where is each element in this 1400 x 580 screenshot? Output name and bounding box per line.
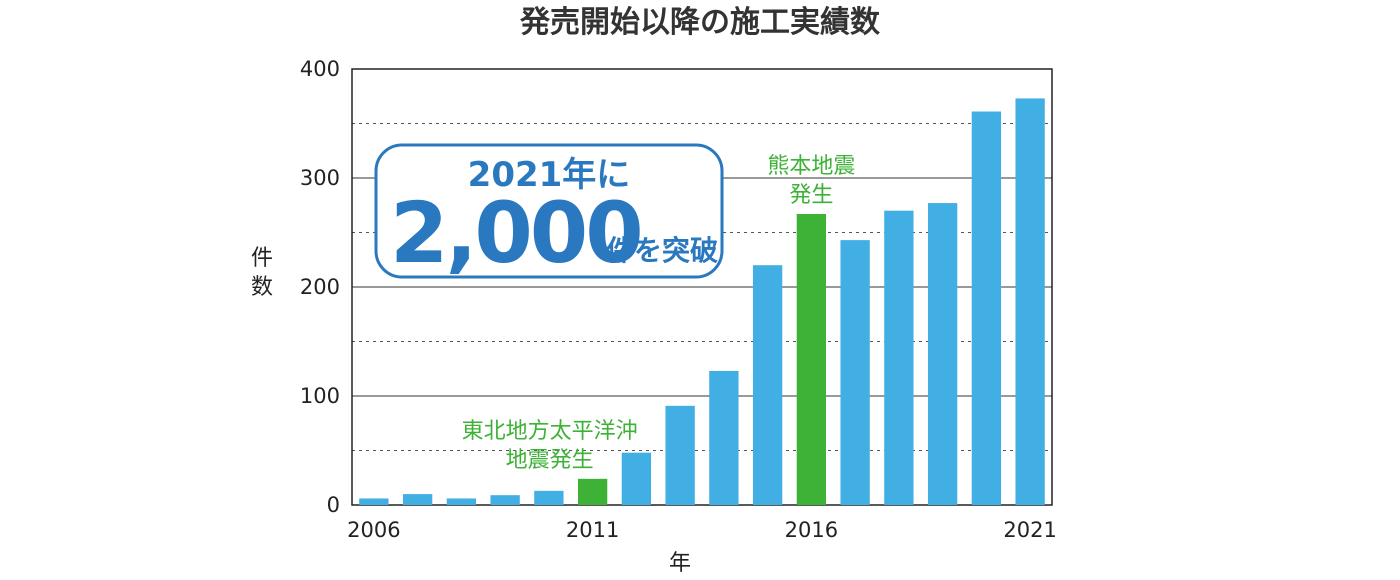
chart-title: 発売開始以降の施工実績数	[519, 5, 881, 40]
callout-line1: 2021年に	[468, 155, 631, 195]
annotation-2016-line-1: 熊本地震	[767, 154, 855, 179]
bar-2012	[621, 452, 652, 505]
x-axis-label: 年	[669, 551, 691, 576]
bar-2007	[402, 494, 433, 505]
bar-2009	[490, 495, 520, 505]
bar-2013	[665, 405, 695, 505]
callout-box: 2021年に 2,000 件を突破	[374, 143, 724, 282]
bar-2008	[446, 498, 477, 505]
bar-2019	[927, 203, 958, 505]
bar-2020	[971, 111, 1002, 505]
y-axis-label-part-2: 数	[251, 275, 273, 300]
y-tick-400: 400	[300, 57, 340, 81]
x-tick-2006: 2006	[347, 518, 400, 542]
annotation-2011-line-1: 東北地方太平洋沖	[462, 419, 638, 444]
plot-frame	[351, 68, 1053, 506]
y-tick-labels: 0 100 200 300 400	[300, 57, 340, 517]
bar-2006	[359, 498, 389, 505]
y-tick-200: 200	[300, 275, 340, 299]
y-tick-0: 0	[327, 493, 340, 517]
annotation-2016-line-2: 発生	[789, 183, 833, 208]
x-tick-2021: 2021	[1003, 518, 1056, 542]
bar-2017	[840, 240, 870, 505]
bar-2015	[752, 265, 783, 505]
y-axis-label-part-1: 件	[251, 246, 273, 271]
bar-2016	[796, 213, 827, 505]
x-tick-2011: 2011	[566, 518, 619, 542]
y-tick-300: 300	[300, 166, 340, 190]
bar-2010	[534, 490, 564, 505]
y-tick-100: 100	[300, 384, 340, 408]
callout-suffix: 件を突破	[606, 234, 718, 267]
callout-big-number: 2,000	[390, 184, 641, 282]
bar-2021	[1015, 98, 1045, 506]
bars	[359, 98, 1045, 506]
callout-frame	[374, 143, 724, 279]
x-tick-labels: 2006 2011 2016 2021	[347, 518, 1057, 542]
bar-2011	[577, 478, 608, 505]
annotation-2011-line-2: 地震発生	[506, 448, 594, 473]
bar-2014	[709, 370, 739, 505]
bar-2018	[884, 210, 914, 505]
x-tick-2016: 2016	[785, 518, 838, 542]
